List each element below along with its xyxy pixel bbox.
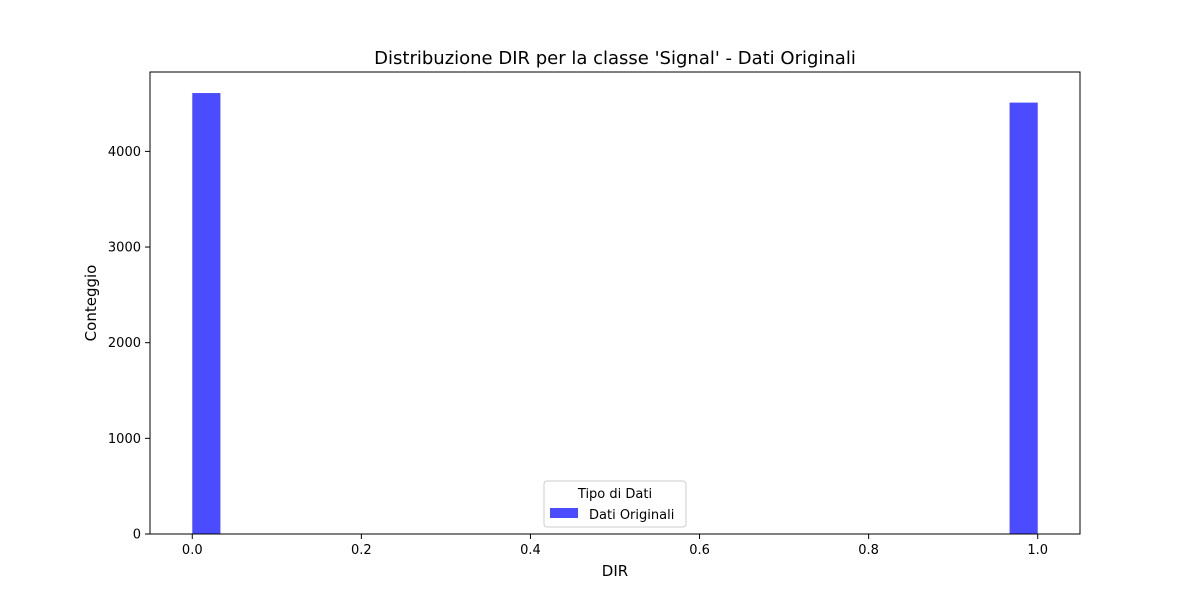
plot-area-frame (149, 71, 1081, 535)
x-tick-label-1: 0.2 (351, 543, 372, 558)
x-tick-label-3: 0.6 (689, 543, 710, 558)
x-axis-ticks: 0.0 0.2 0.4 0.6 0.8 1.0 (182, 534, 1048, 558)
histogram-bar-0 (192, 93, 221, 534)
legend-swatch-dati-originali (550, 508, 578, 518)
y-axis-label: Conteggio (82, 265, 100, 342)
y-tick-label-1: 1000 (108, 432, 141, 447)
legend: Tipo di Dati Dati Originali (543, 480, 687, 528)
bars-layer (192, 93, 1038, 534)
y-tick-label-0: 0 (133, 528, 141, 543)
y-tick-label-4: 4000 (108, 145, 141, 160)
histogram-bar-1 (1009, 102, 1038, 534)
legend-title: Tipo di Dati (577, 487, 652, 502)
x-tick-label-2: 0.4 (520, 543, 541, 558)
y-axis-ticks: 0 1000 2000 3000 4000 (108, 145, 150, 543)
x-tick-label-5: 1.0 (1027, 543, 1048, 558)
y-tick-label-2: 2000 (108, 336, 141, 351)
x-tick-label-4: 0.8 (858, 543, 879, 558)
legend-label-dati-originali: Dati Originali (589, 508, 674, 523)
x-axis-label: DIR (602, 562, 628, 580)
y-tick-label-3: 3000 (108, 241, 141, 256)
chart-title: Distribuzione DIR per la classe 'Signal'… (374, 48, 856, 69)
x-tick-label-0: 0.0 (182, 543, 203, 558)
legend-box (543, 480, 687, 528)
